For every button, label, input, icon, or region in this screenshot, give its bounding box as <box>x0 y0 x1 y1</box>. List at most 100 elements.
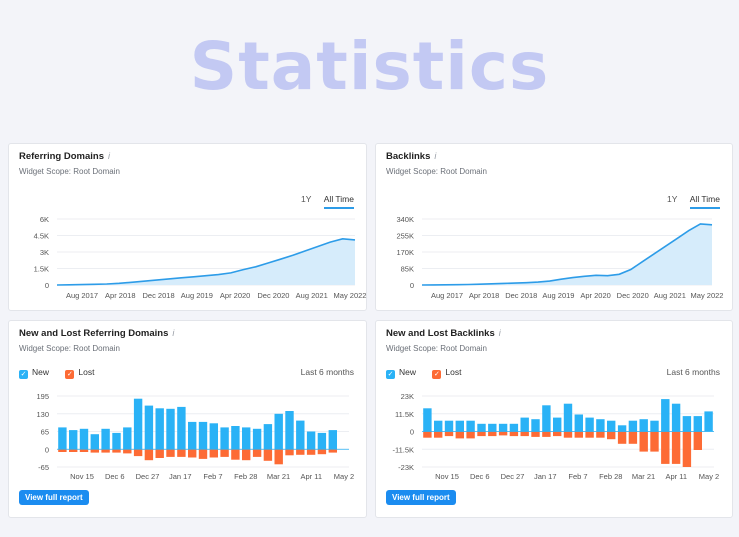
y-tick-label: 170K <box>396 248 414 257</box>
bar-new <box>639 419 648 432</box>
card-title: Referring Domains i <box>19 151 110 162</box>
bar-new <box>209 423 218 450</box>
bar-new <box>123 427 132 450</box>
series-line <box>56 237 356 286</box>
checkbox-icon[interactable]: ✓ <box>386 370 395 379</box>
x-tick-label: Apr 2018 <box>105 291 135 300</box>
new-lost-backlinks-card: New and Lost Backlinks i Widget Scope: Ro… <box>375 320 733 518</box>
bar-lost <box>661 431 670 464</box>
bar-lost <box>434 431 443 438</box>
period-label: Last 6 months <box>300 367 354 377</box>
checkbox-icon[interactable]: ✓ <box>19 370 28 379</box>
series-line <box>421 223 713 286</box>
bar-lost <box>263 449 273 461</box>
y-tick-label: 0 <box>410 428 414 437</box>
bar-new <box>90 434 99 450</box>
bar-lost <box>455 431 464 439</box>
view-full-report-button[interactable]: View full report <box>19 490 89 505</box>
y-tick-label: 4.5K <box>34 232 49 241</box>
tab-all-time[interactable]: All Time <box>689 194 720 209</box>
legend-lost[interactable]: ✓ Lost <box>65 367 95 379</box>
bar-lost <box>155 449 164 458</box>
y-tick-label: 3K <box>40 248 49 257</box>
x-tick-label: May 2022 <box>691 291 724 300</box>
bar-lost <box>306 449 316 455</box>
bar-lost <box>574 431 583 438</box>
tab-all-time[interactable]: All Time <box>323 194 354 209</box>
bar-lost <box>639 431 648 452</box>
checkbox-icon[interactable]: ✓ <box>65 370 75 379</box>
bar-lost <box>563 431 573 438</box>
y-tick-label: 65 <box>41 428 49 437</box>
x-tick-label: Mar 21 <box>632 472 655 481</box>
bar-new <box>455 420 464 432</box>
hero-title: Statistics <box>189 28 550 105</box>
y-tick-label: 0 <box>45 281 49 290</box>
new-lost-referring-domains-chart: 195 130 65 0 -65 Nov 15 Dec 6 Dec 27 Jan 17 Feb 7… <box>36 392 354 481</box>
card-title: New and Lost Backlinks i <box>386 328 501 339</box>
bar-new <box>444 420 454 432</box>
bar-lost <box>477 431 486 437</box>
bar-lost <box>242 449 251 461</box>
bar-lost <box>682 431 692 467</box>
info-icon[interactable]: i <box>108 151 110 161</box>
bar-lost <box>328 449 337 453</box>
bar-new <box>434 420 443 432</box>
x-tick-label: Aug 2017 <box>431 291 463 300</box>
info-icon[interactable]: i <box>434 151 437 161</box>
bar-new <box>520 417 529 432</box>
info-icon[interactable]: i <box>172 328 175 338</box>
x-tick-label: Apr 11 <box>665 472 687 481</box>
bar-new <box>693 416 702 432</box>
y-tick-label: 6K <box>40 215 49 224</box>
bar-lost <box>198 449 208 459</box>
bar-new <box>198 421 208 450</box>
bar-lost <box>112 449 121 453</box>
bar-lost <box>90 449 99 453</box>
bar-new <box>553 417 562 432</box>
new-lost-backlinks-chart: 23K 11.5K 0 -11.5K -23K Nov 15 Dec 6 Dec 27 Jan … <box>392 392 719 481</box>
bar-new <box>285 411 294 450</box>
bar-lost <box>188 449 197 458</box>
bar-new <box>177 406 186 450</box>
bar-new <box>498 423 508 432</box>
bar-lost <box>617 431 627 444</box>
legend-new[interactable]: ✓ New <box>19 367 50 379</box>
tab-1y[interactable]: 1Y <box>666 194 678 204</box>
tab-1y[interactable]: 1Y <box>300 194 312 204</box>
info-icon[interactable]: i <box>498 328 501 338</box>
view-full-report-button[interactable]: View full report <box>386 490 456 505</box>
series-area <box>57 238 355 285</box>
x-tick-label: Nov 15 <box>435 472 459 481</box>
x-tick-label: Dec 27 <box>501 472 525 481</box>
bar-lost <box>444 431 454 437</box>
bar-lost <box>542 431 551 437</box>
x-tick-label: Apr 2020 <box>220 291 250 300</box>
x-tick-label: Dec 6 <box>470 472 490 481</box>
bar-lost <box>166 449 175 457</box>
bar-new <box>661 399 670 432</box>
legend-lost[interactable]: ✓ Lost <box>432 367 462 379</box>
legend-new[interactable]: ✓ New <box>386 367 417 379</box>
bar-new <box>563 403 573 432</box>
series-area <box>422 223 712 285</box>
backlinks-card: Backlinks i Widget Scope: Root Domain 1Y … <box>375 143 733 311</box>
bar-new <box>166 408 175 450</box>
y-tick-label: 85K <box>401 265 414 274</box>
bar-lost <box>553 431 562 437</box>
bar-new <box>101 428 110 450</box>
bar-new <box>188 421 197 450</box>
bar-lost <box>423 431 432 438</box>
bar-lost <box>498 431 508 436</box>
bar-new <box>133 398 143 450</box>
bar-lost <box>285 449 294 456</box>
bar-lost <box>58 449 67 452</box>
bar-lost <box>509 431 519 437</box>
x-tick-label: Aug 2021 <box>296 291 328 300</box>
referring-domains-chart: 6K 4.5K 3K 1.5K 0 Aug 2017 Apr 2018 Dec 2018 Aug… <box>34 215 367 300</box>
checkbox-icon[interactable]: ✓ <box>432 370 442 379</box>
y-tick-label: 340K <box>396 215 414 224</box>
bar-new <box>607 420 616 432</box>
bar-lost <box>650 431 659 452</box>
x-tick-label: Mar 21 <box>267 472 290 481</box>
